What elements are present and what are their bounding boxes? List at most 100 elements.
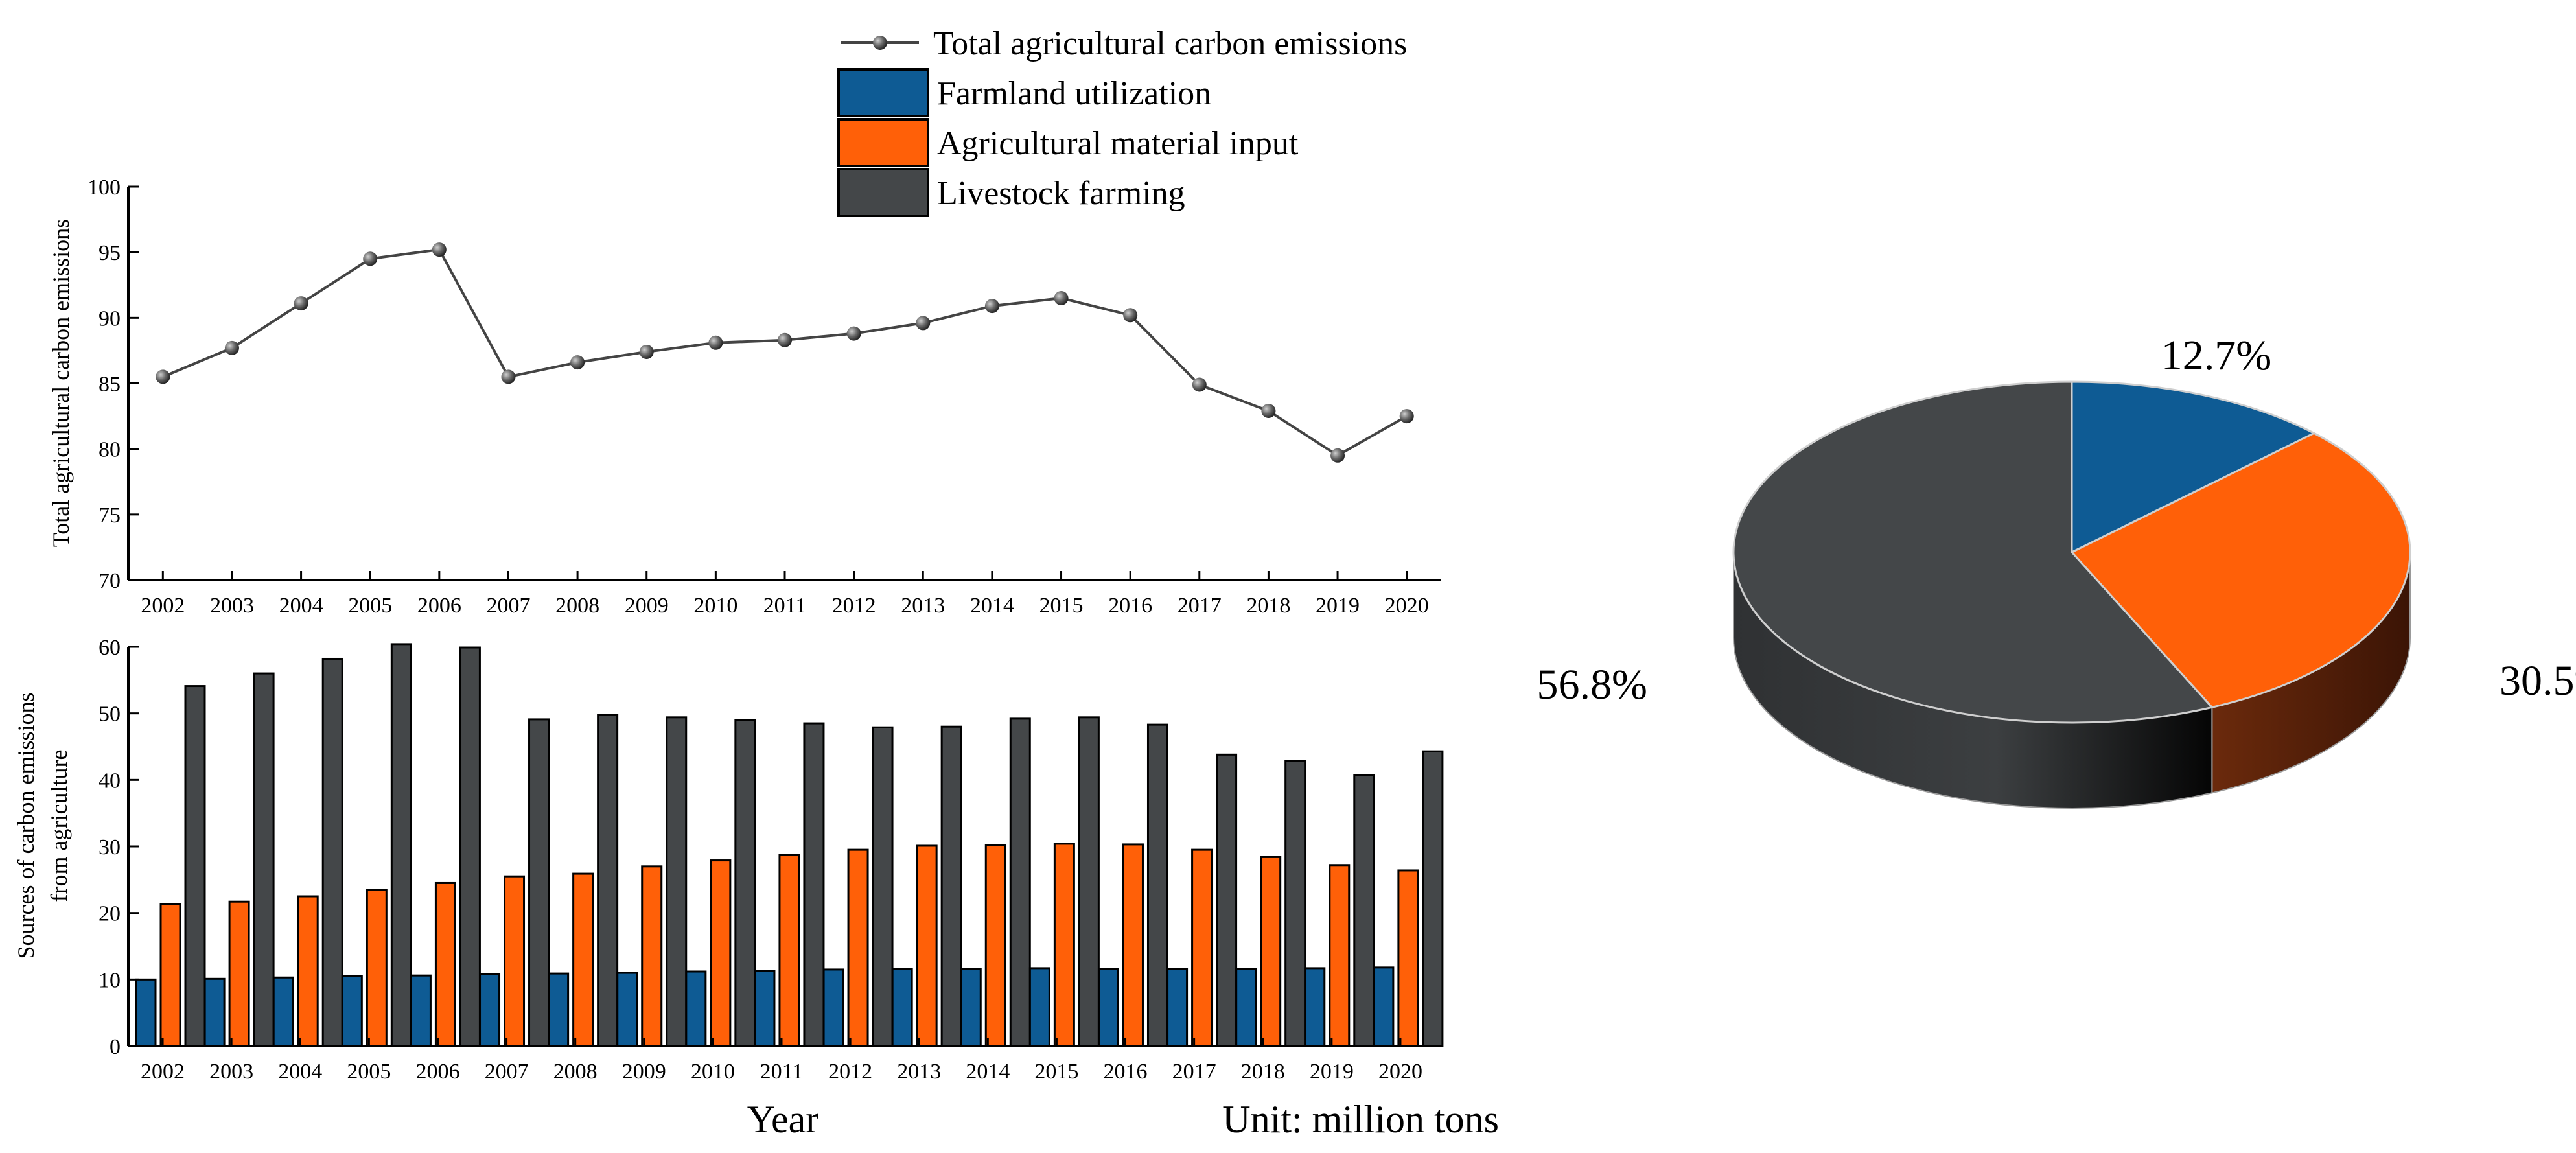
bar-chart-bars — [135, 643, 1444, 1047]
x-tick-label: 2016 — [1108, 594, 1152, 618]
legend-item-farmland: Farmland utilization — [837, 68, 1211, 117]
x-tick-label: 2018 — [1246, 594, 1290, 618]
x-tick-label: 2015 — [1034, 1060, 1078, 1084]
x-tick-label: 2002 — [141, 594, 185, 618]
x-tick-label: 2003 — [210, 594, 254, 618]
x-tick-label: 2005 — [347, 1060, 391, 1084]
y-tick-label: 40 — [99, 769, 121, 793]
line-chart-y-axis: 70 75 80 85 90 95 100 — [87, 176, 139, 593]
y-tick-label: 75 — [99, 504, 121, 528]
livestock-bar — [1422, 750, 1444, 1047]
material-bar — [1191, 848, 1213, 1047]
total-emissions-point — [1123, 308, 1138, 323]
material-bar — [228, 900, 250, 1047]
livestock-bar — [1353, 774, 1375, 1047]
pie-slice-livestock — [1732, 380, 2214, 724]
legend-swatch-farmland — [837, 68, 929, 117]
farmland-bar — [203, 977, 226, 1047]
legend-label-material: Agricultural material input — [937, 125, 1299, 162]
x-tick-label: 2011 — [760, 1060, 804, 1084]
material-bar — [847, 848, 869, 1047]
total-emissions-point — [708, 335, 723, 350]
livestock-bar — [1009, 717, 1031, 1047]
x-tick-label: 2020 — [1378, 1060, 1422, 1084]
farmland-bar — [548, 972, 570, 1047]
material-bar — [1053, 843, 1075, 1047]
farmland-bar — [1373, 966, 1395, 1047]
farmland-bar — [135, 978, 157, 1047]
farmland-bar — [960, 968, 982, 1047]
farmland-bar — [479, 973, 501, 1047]
total-emissions-point — [1399, 409, 1414, 424]
total-emissions-point — [363, 251, 378, 266]
livestock-bar — [184, 685, 206, 1047]
legend-label-total: Total agricultural carbon emissions — [933, 25, 1407, 62]
farmland-bar — [410, 974, 432, 1047]
y-tick-label: 90 — [99, 307, 121, 331]
x-tick-label: 2004 — [278, 1060, 322, 1084]
x-tick-label: 2005 — [348, 594, 392, 618]
total-emissions-point — [1330, 448, 1345, 463]
x-tick-label: 2002 — [141, 1060, 185, 1084]
total-emissions-point — [639, 344, 654, 359]
total-emissions-point — [846, 326, 861, 341]
material-bar — [641, 865, 663, 1047]
x-tick-label: 2016 — [1104, 1060, 1148, 1084]
x-tick-label: 2011 — [763, 594, 807, 618]
livestock-bar — [1146, 723, 1168, 1047]
bar-chart-x-axis: 2002 2003 2004 2005 2006 2007 2008 2009 2010 2011… — [141, 1060, 1422, 1084]
bar-chart-y-axis: 0 10 20 30 40 50 60 — [99, 636, 139, 1059]
y-tick-label: 20 — [99, 902, 121, 926]
x-tick-label: 2004 — [279, 594, 323, 618]
material-bar — [504, 875, 526, 1047]
farmland-bar — [1235, 968, 1257, 1047]
total-emissions-point — [778, 332, 792, 347]
x-tick-label: 2009 — [625, 594, 669, 618]
livestock-bar — [459, 646, 481, 1047]
x-tick-label: 2017 — [1178, 594, 1222, 618]
legend: Total agricultural carbon emissions Farm… — [837, 25, 1407, 217]
farmland-bar — [822, 968, 844, 1047]
x-tick-label: 2006 — [415, 1060, 459, 1084]
total-emissions-point — [156, 369, 170, 384]
legend-item-livestock: Livestock farming — [837, 168, 1185, 217]
x-tick-label: 2008 — [555, 594, 599, 618]
material-bar — [1122, 843, 1144, 1047]
total-emissions-point — [916, 316, 931, 331]
livestock-bar — [1216, 753, 1238, 1047]
line-chart-ylabel: Total agricultural carbon emissions — [48, 219, 74, 547]
x-tick-label: 2015 — [1039, 594, 1084, 618]
x-tick-label: 2013 — [901, 594, 945, 618]
x-tick-label: 2012 — [828, 1060, 872, 1084]
legend-item-material: Agricultural material input — [837, 118, 1299, 167]
x-tick-label: 2008 — [553, 1060, 598, 1084]
farmland-bar — [891, 968, 913, 1047]
x-tick-label: 2010 — [693, 594, 737, 618]
farmland-bar — [272, 976, 294, 1047]
y-tick-label: 50 — [99, 703, 121, 727]
total-emissions-point — [432, 242, 447, 257]
total-emissions-point — [1054, 290, 1069, 305]
pie-value-label: 56.8% — [1537, 661, 1647, 708]
legend-marker — [873, 36, 887, 50]
livestock-bar — [1078, 716, 1100, 1047]
x-tick-label: 2020 — [1385, 594, 1429, 618]
farmland-bar — [1028, 967, 1050, 1047]
y-tick-label: 30 — [99, 835, 121, 859]
livestock-bar — [321, 657, 343, 1047]
material-bar — [778, 854, 800, 1047]
total-emissions-line — [162, 248, 1408, 458]
total-emissions-point — [984, 299, 999, 314]
x-tick-label: 2019 — [1310, 1060, 1354, 1084]
legend-label-farmland: Farmland utilization — [937, 75, 1211, 112]
x-tick-label: 2007 — [485, 1060, 529, 1084]
pie-chart-labels: 12.7% 30.5% 56.8% — [1537, 332, 2576, 708]
legend-swatch-livestock — [837, 168, 929, 217]
y-tick-label: 10 — [99, 968, 121, 992]
livestock-bar — [872, 726, 894, 1047]
x-tick-label: 2007 — [486, 594, 530, 618]
x-tick-label: 2013 — [897, 1060, 941, 1084]
bar-chart: Sources of carbon emissions from agricul… — [13, 636, 1444, 1084]
x-tick-label: 2012 — [832, 594, 876, 618]
